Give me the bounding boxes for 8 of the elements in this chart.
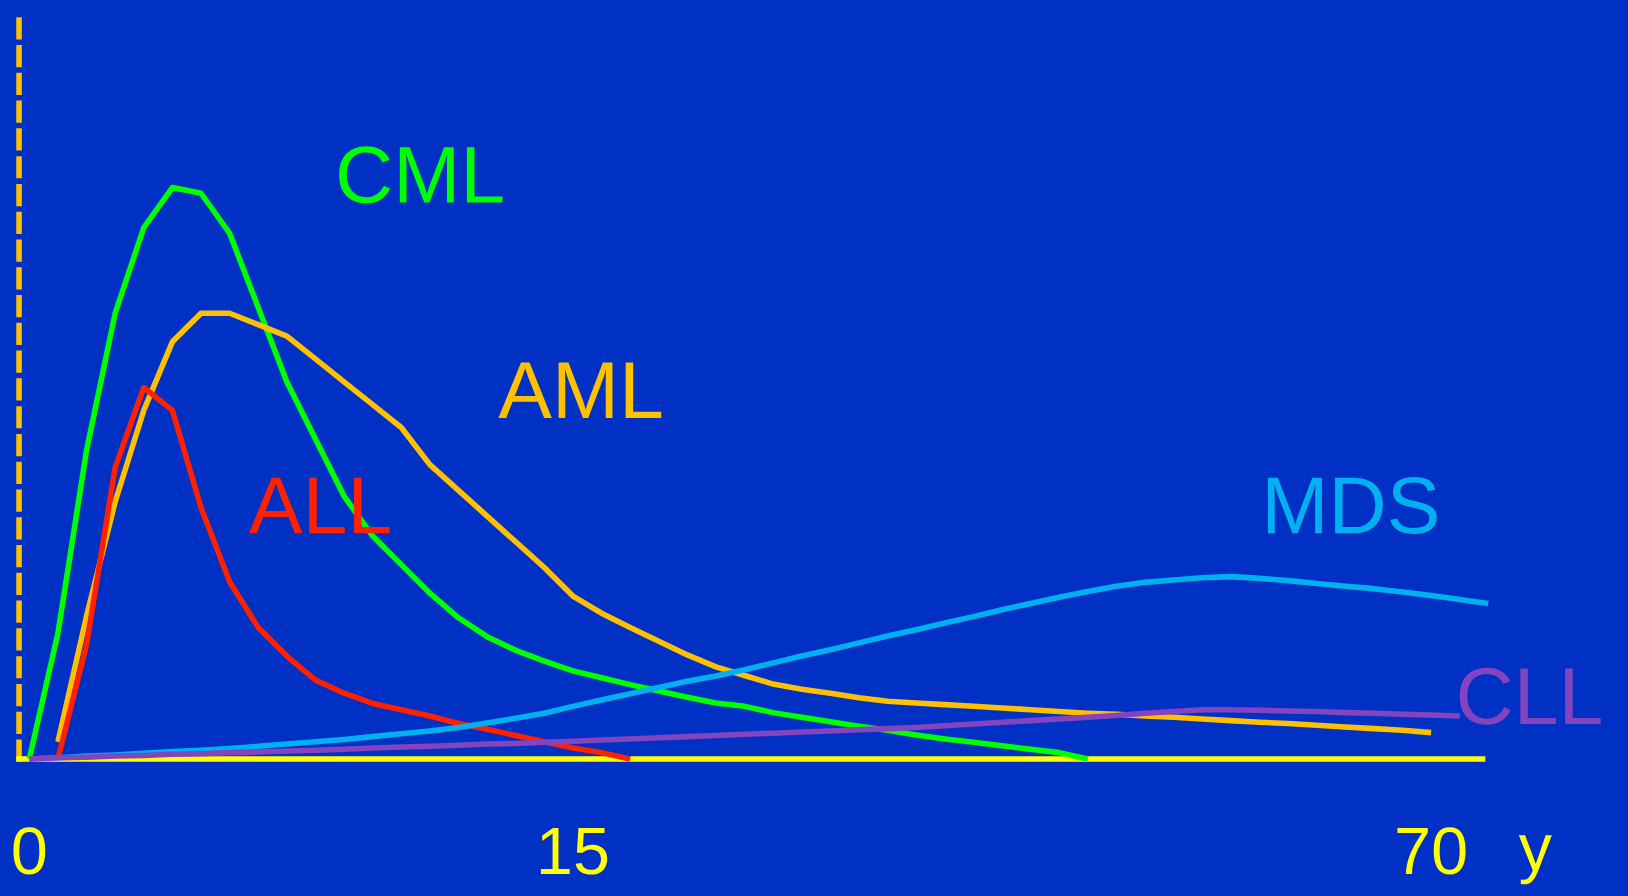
series-label: AML: [498, 362, 662, 419]
x-axis-title: y: [1518, 835, 1552, 885]
series-label: MDS: [1268, 476, 1437, 534]
series-label: CML: [339, 146, 503, 204]
x-tick-label: 70: [1397, 827, 1466, 875]
series-label: CLL: [1459, 667, 1601, 725]
x-tick-label: 0: [13, 827, 46, 875]
x-tick-label: 15: [540, 828, 608, 875]
